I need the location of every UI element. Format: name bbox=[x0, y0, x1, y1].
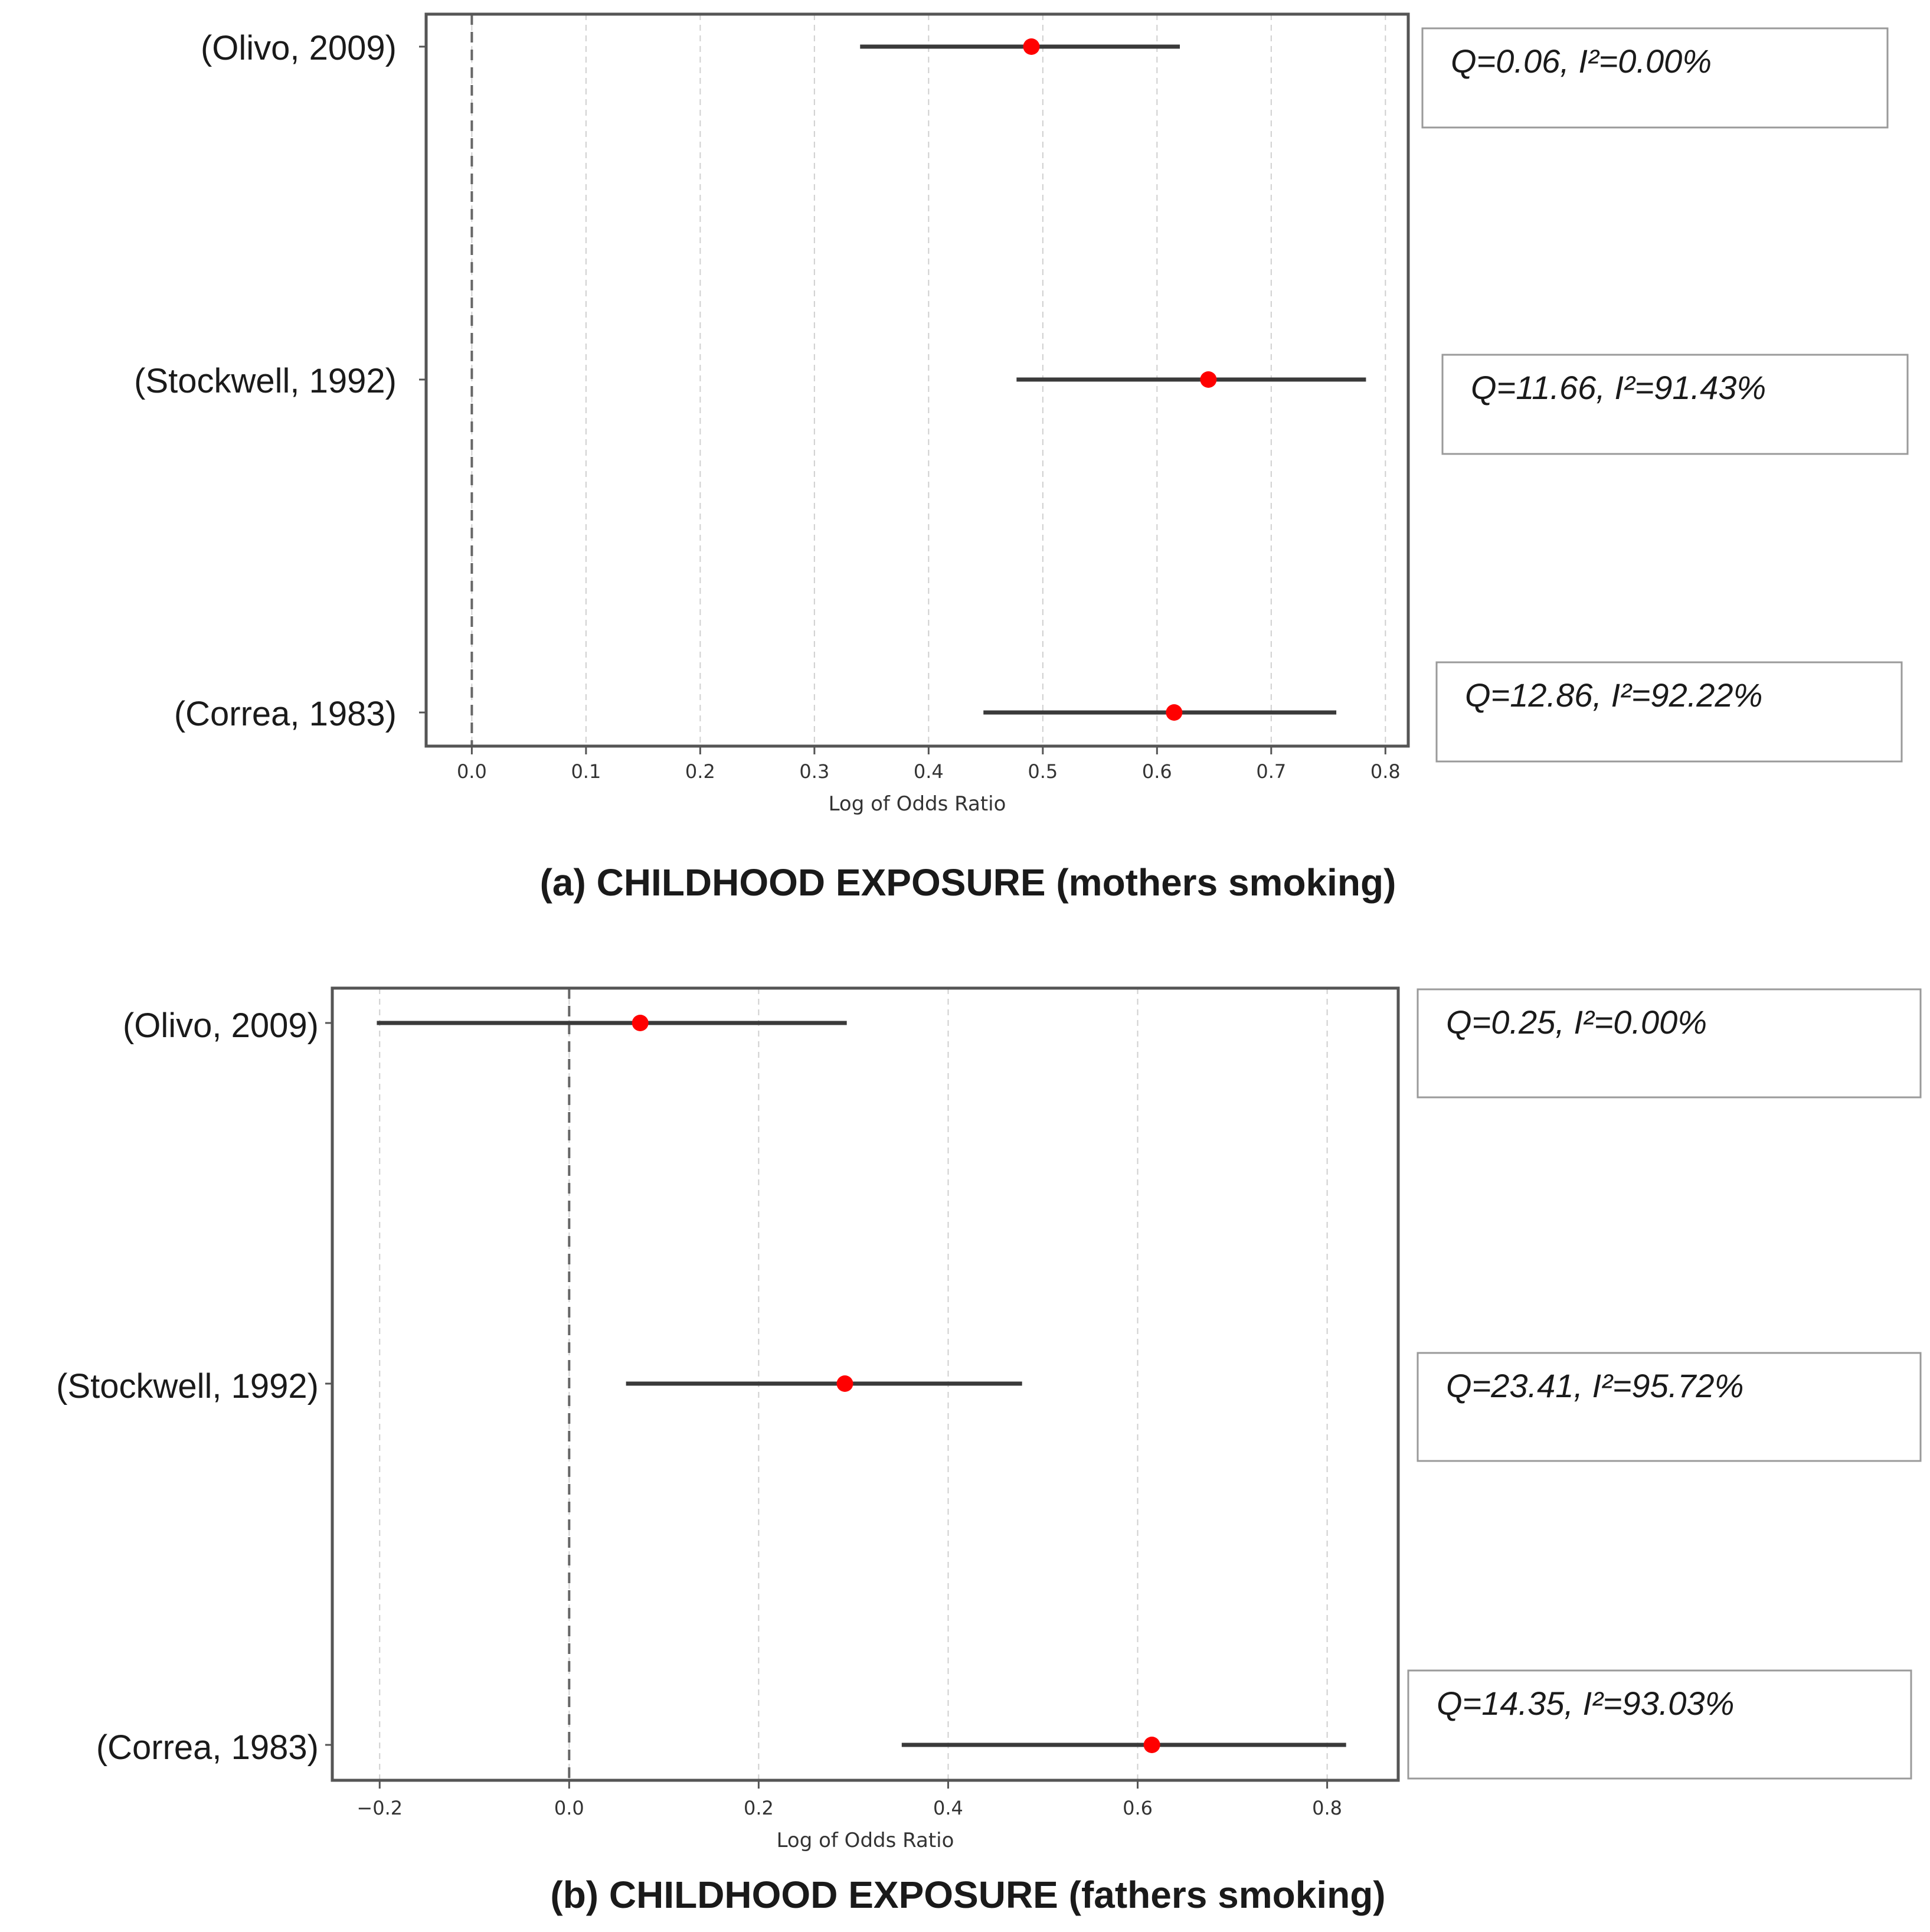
x-tick-label: 0.8 bbox=[1370, 760, 1401, 783]
point-estimate-marker bbox=[632, 1015, 649, 1031]
study-label: (Olivo, 2009) bbox=[201, 29, 397, 67]
point-estimate-marker bbox=[1023, 38, 1040, 55]
point-estimate-marker bbox=[1166, 704, 1183, 721]
x-tick-label: 0.7 bbox=[1256, 760, 1286, 783]
heterogeneity-stat-text: Q=0.06, I²=0.00% bbox=[1451, 43, 1712, 80]
x-tick-label: 0.5 bbox=[1028, 760, 1058, 783]
panel-caption: (a) CHILDHOOD EXPOSURE (mothers smoking) bbox=[540, 861, 1396, 904]
heterogeneity-stat-text: Q=0.25, I²=0.00% bbox=[1446, 1003, 1707, 1041]
study-label: (Stockwell, 1992) bbox=[134, 362, 397, 400]
point-estimate-marker bbox=[1143, 1737, 1160, 1753]
x-tick-label: 0.6 bbox=[1123, 1797, 1153, 1819]
study-label: (Stockwell, 1992) bbox=[56, 1367, 319, 1405]
heterogeneity-stat-box bbox=[1421, 27, 1889, 129]
study-label: (Olivo, 2009) bbox=[123, 1006, 319, 1045]
x-tick-label: 0.2 bbox=[744, 1797, 774, 1819]
x-tick-label: −0.2 bbox=[356, 1797, 403, 1819]
x-tick-label: 0.3 bbox=[799, 760, 829, 783]
x-axis-label: Log of Odds Ratio bbox=[829, 792, 1006, 816]
panel-b-fathers-smoking: −0.2 0.0 0.2 0.4 0.6 0.8 Log of Odds Ratio (Oli… bbox=[56, 986, 1922, 1916]
heterogeneity-stat-box bbox=[1417, 1352, 1922, 1462]
x-tick-label: 0.1 bbox=[571, 760, 601, 783]
x-tick-label: 0.2 bbox=[685, 760, 715, 783]
x-tick-label: 0.0 bbox=[457, 760, 487, 783]
heterogeneity-stat-box bbox=[1417, 988, 1922, 1099]
x-tick-label: 0.8 bbox=[1312, 1797, 1342, 1819]
study-label: (Correa, 1983) bbox=[96, 1728, 319, 1767]
point-estimate-marker bbox=[836, 1375, 853, 1392]
panel-a-mothers-smoking: 0.0 0.1 0.2 0.3 0.4 0.5 0.6 0.7 0.8 Log of Odds R… bbox=[134, 12, 1909, 904]
panel-caption: (b) CHILDHOOD EXPOSURE (fathers smoking) bbox=[550, 1874, 1385, 1916]
heterogeneity-stat-box bbox=[1441, 354, 1909, 455]
heterogeneity-stat-box bbox=[1407, 1669, 1912, 1780]
study-label: (Correa, 1983) bbox=[174, 695, 397, 733]
heterogeneity-stat-text: Q=23.41, I²=95.72% bbox=[1446, 1367, 1743, 1404]
heterogeneity-stat-text: Q=14.35, I²=93.03% bbox=[1437, 1685, 1734, 1722]
heterogeneity-stat-box bbox=[1435, 661, 1903, 763]
x-tick-label: 0.4 bbox=[914, 760, 944, 783]
heterogeneity-stat-text: Q=12.86, I²=92.22% bbox=[1465, 676, 1762, 714]
x-tick-label: 0.0 bbox=[554, 1797, 584, 1819]
heterogeneity-stat-text: Q=11.66, I²=91.43% bbox=[1471, 369, 1766, 406]
x-tick-label: 0.4 bbox=[933, 1797, 963, 1819]
point-estimate-marker bbox=[1200, 371, 1217, 388]
x-tick-label: 0.6 bbox=[1142, 760, 1172, 783]
x-axis-label: Log of Odds Ratio bbox=[777, 1829, 954, 1852]
